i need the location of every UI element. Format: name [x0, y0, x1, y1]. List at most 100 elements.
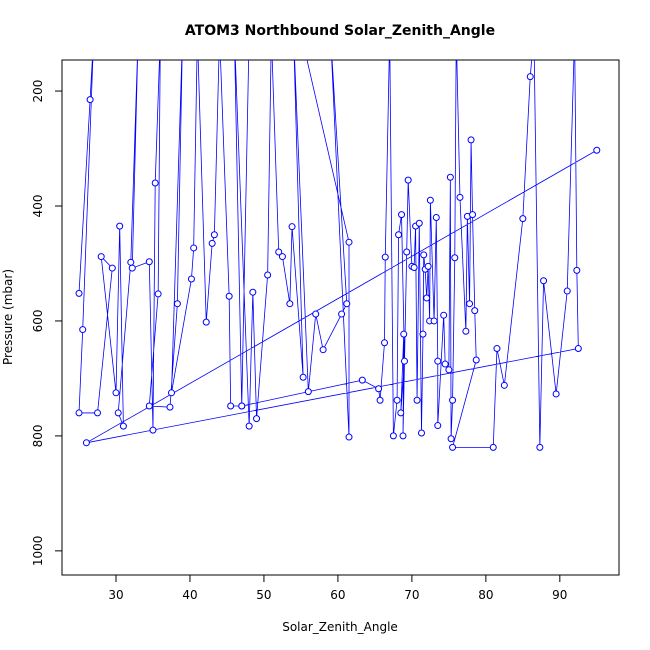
point: [319, 346, 327, 354]
x-axis-label: Solar_Zenith_Angle: [282, 620, 398, 634]
point: [526, 73, 534, 81]
point: [572, 31, 578, 37]
point: [119, 422, 127, 430]
point: [446, 173, 454, 181]
y-tick-label: 600: [31, 309, 45, 332]
x-tick-label: 50: [256, 588, 271, 602]
x-tick-label: 60: [330, 588, 345, 602]
y-tick-label: 200: [31, 80, 45, 103]
point: [430, 317, 438, 325]
point: [441, 360, 449, 368]
y-tick-label: 800: [31, 424, 45, 447]
point: [94, 409, 102, 417]
y-axis-label: Pressure (mbar): [1, 269, 15, 365]
point: [536, 443, 544, 451]
point: [202, 318, 210, 326]
point: [149, 426, 157, 434]
point: [288, 223, 296, 231]
point: [114, 409, 122, 417]
point: [413, 396, 421, 404]
point: [451, 254, 459, 262]
point: [108, 264, 116, 272]
point: [157, 31, 163, 37]
point: [112, 389, 120, 397]
point: [312, 310, 320, 318]
point: [489, 443, 497, 451]
point: [415, 219, 423, 227]
point: [404, 176, 412, 184]
point: [563, 287, 571, 295]
point: [338, 310, 346, 318]
point: [253, 415, 261, 423]
point: [500, 381, 508, 389]
point: [166, 403, 174, 411]
point: [403, 248, 411, 256]
point: [593, 146, 601, 154]
y-tick-label: 1000: [31, 536, 45, 567]
point: [97, 253, 105, 261]
point: [278, 253, 286, 261]
point: [400, 330, 408, 338]
point: [419, 330, 427, 338]
point: [345, 238, 353, 246]
point: [304, 388, 312, 396]
point: [434, 422, 442, 430]
plot-box: [61, 59, 620, 576]
point: [127, 258, 135, 266]
point: [264, 271, 272, 279]
point: [238, 402, 246, 410]
point: [79, 326, 87, 334]
point: [75, 409, 83, 417]
point: [472, 356, 480, 364]
chart-title: ATOM3 Northbound Solar_Zenith_Angle: [185, 23, 495, 39]
point: [395, 231, 403, 239]
point: [434, 357, 442, 365]
point: [345, 433, 353, 441]
x-tick-label: 90: [552, 588, 567, 602]
point: [376, 396, 384, 404]
point: [75, 289, 83, 297]
point: [574, 345, 582, 353]
point: [187, 275, 195, 283]
point: [432, 213, 440, 221]
point: [426, 196, 434, 204]
point: [227, 402, 235, 410]
point: [456, 193, 464, 201]
point: [423, 294, 431, 302]
point: [154, 290, 162, 298]
point: [447, 435, 455, 443]
point: [173, 300, 181, 308]
point: [135, 31, 141, 37]
x-tick-label: 80: [478, 588, 493, 602]
point: [375, 385, 383, 393]
point: [462, 327, 470, 335]
point: [519, 215, 527, 223]
x-tick-label: 70: [404, 588, 419, 602]
point: [449, 443, 457, 451]
point: [91, 31, 97, 37]
point: [420, 251, 428, 259]
point: [116, 222, 124, 230]
point: [299, 373, 307, 381]
point: [145, 402, 153, 410]
series-line: [78, 60, 598, 448]
point: [190, 244, 198, 252]
point: [424, 262, 432, 270]
point: [208, 239, 216, 247]
point: [358, 376, 366, 384]
point: [286, 300, 294, 308]
point: [389, 432, 397, 440]
point: [552, 390, 560, 398]
point: [573, 266, 581, 274]
point: [397, 409, 405, 417]
point: [381, 253, 389, 261]
point: [471, 307, 479, 315]
point: [410, 263, 418, 271]
point: [245, 422, 253, 430]
x-tick-label: 30: [108, 588, 123, 602]
point: [167, 389, 175, 397]
y-tick-label: 400: [31, 195, 45, 218]
point: [398, 211, 406, 219]
point: [399, 432, 407, 440]
